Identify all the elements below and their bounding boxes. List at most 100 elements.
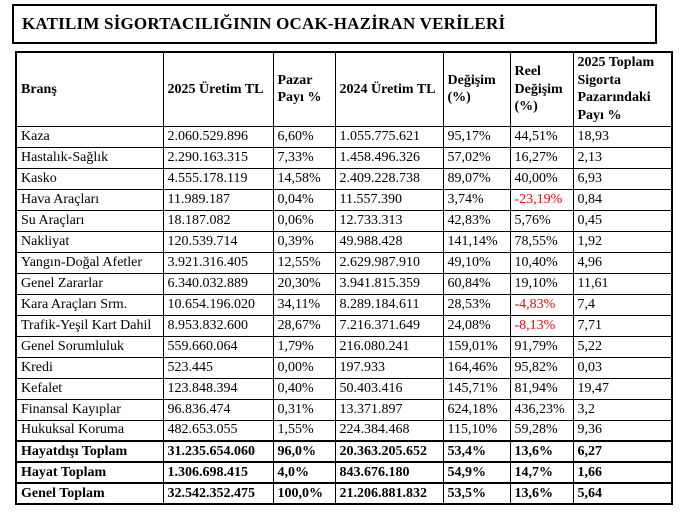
table-row: Hayat Toplam 1.306.698.415 4,0% 843.676.…: [15, 461, 673, 484]
cell-uretim-2024: 1.055.775.621: [334, 125, 444, 148]
cell-uretim-2024: 216.080.241: [334, 335, 444, 358]
cell-brans: Kefalet: [15, 377, 164, 400]
cell-degisim: 57,02%: [442, 146, 511, 169]
cell-brans: Kaza: [15, 125, 164, 148]
cell-toplam-pay: 6,93: [572, 167, 673, 190]
cell-uretim-2025: 482.653.055: [162, 419, 274, 442]
cell-pazar-payi: 1,79%: [272, 335, 336, 358]
cell-uretim-2025: 123.848.394: [162, 377, 274, 400]
table-header: Branş 2025 Üretim TL Pazar Payı % 2024 Ü…: [15, 51, 673, 127]
cell-reel-degisim: -8,13%: [509, 314, 574, 337]
cell-uretim-2024: 49.988.428: [334, 230, 444, 253]
cell-reel-degisim: 40,00%: [509, 167, 574, 190]
page-title: KATILIM SİGORTACILIĞININ OCAK-HAZİRAN VE…: [22, 14, 506, 33]
cell-reel-degisim: 59,28%: [509, 419, 574, 442]
cell-uretim-2025: 3.921.316.405: [162, 251, 274, 274]
cell-toplam-pay: 11,61: [572, 272, 673, 295]
cell-uretim-2025: 32.542.352.475: [162, 482, 274, 505]
cell-brans: Kasko: [15, 167, 164, 190]
cell-degisim: 42,83%: [442, 209, 511, 232]
cell-reel-degisim: 16,27%: [509, 146, 574, 169]
cell-uretim-2024: 50.403.416: [334, 377, 444, 400]
cell-pazar-payi: 0,00%: [272, 356, 336, 379]
header-uretim-2025: 2025 Üretim TL: [162, 51, 274, 127]
cell-reel-degisim: 13,6%: [509, 440, 574, 463]
cell-brans: Hava Araçları: [15, 188, 164, 211]
cell-uretim-2024: 3.941.815.359: [334, 272, 444, 295]
cell-uretim-2024: 1.458.496.326: [334, 146, 444, 169]
table-row: Hastalık-Sağlık 2.290.163.315 7,33% 1.45…: [15, 146, 673, 169]
cell-pazar-payi: 0,06%: [272, 209, 336, 232]
table-row: Yangın-Doğal Afetler 3.921.316.405 12,55…: [15, 251, 673, 274]
cell-toplam-pay: 1,66: [572, 461, 673, 484]
table-row: Kara Araçları Srm. 10.654.196.020 34,11%…: [15, 293, 673, 316]
cell-degisim: 54,9%: [442, 461, 511, 484]
cell-brans: Kredi: [15, 356, 164, 379]
cell-brans: Genel Sorumluluk: [15, 335, 164, 358]
cell-toplam-pay: 0,45: [572, 209, 673, 232]
cell-reel-degisim: -23,19%: [509, 188, 574, 211]
cell-uretim-2025: 6.340.032.889: [162, 272, 274, 295]
header-degisim: Değişim (%): [442, 51, 511, 127]
table-row: Kefalet 123.848.394 0,40% 50.403.416 145…: [15, 377, 673, 400]
cell-pazar-payi: 100,0%: [272, 482, 336, 505]
cell-reel-degisim: 19,10%: [509, 272, 574, 295]
cell-pazar-payi: 4,0%: [272, 461, 336, 484]
cell-brans: Finansal Kayıplar: [15, 398, 164, 421]
cell-degisim: 115,10%: [442, 419, 511, 442]
table-row: Finansal Kayıplar 96.836.474 0,31% 13.37…: [15, 398, 673, 421]
cell-brans: Nakliyat: [15, 230, 164, 253]
cell-pazar-payi: 7,33%: [272, 146, 336, 169]
cell-uretim-2024: 843.676.180: [334, 461, 444, 484]
cell-toplam-pay: 5,64: [572, 482, 673, 505]
title-box: KATILIM SİGORTACILIĞININ OCAK-HAZİRAN VE…: [12, 4, 657, 44]
header-row: Branş 2025 Üretim TL Pazar Payı % 2024 Ü…: [15, 51, 673, 127]
insurance-data-table: Branş 2025 Üretim TL Pazar Payı % 2024 Ü…: [15, 51, 673, 505]
table-row: Hava Araçları 11.989.187 0,04% 11.557.39…: [15, 188, 673, 211]
cell-reel-degisim: 5,76%: [509, 209, 574, 232]
cell-degisim: 28,53%: [442, 293, 511, 316]
cell-brans: Trafik-Yeşil Kart Dahil: [15, 314, 164, 337]
cell-uretim-2025: 1.306.698.415: [162, 461, 274, 484]
cell-uretim-2024: 12.733.313: [334, 209, 444, 232]
cell-uretim-2025: 120.539.714: [162, 230, 274, 253]
table-row: Genel Sorumluluk 559.660.064 1,79% 216.0…: [15, 335, 673, 358]
cell-pazar-payi: 0,04%: [272, 188, 336, 211]
cell-pazar-payi: 12,55%: [272, 251, 336, 274]
cell-reel-degisim: 13,6%: [509, 482, 574, 505]
cell-degisim: 141,14%: [442, 230, 511, 253]
table-body: Kaza 2.060.529.896 6,60% 1.055.775.621 9…: [15, 125, 673, 505]
cell-uretim-2025: 18.187.082: [162, 209, 274, 232]
cell-uretim-2024: 2.409.228.738: [334, 167, 444, 190]
cell-degisim: 53,4%: [442, 440, 511, 463]
table-row: Kasko 4.555.178.119 14,58% 2.409.228.738…: [15, 167, 673, 190]
cell-reel-degisim: 436,23%: [509, 398, 574, 421]
cell-degisim: 159,01%: [442, 335, 511, 358]
cell-toplam-pay: 1,92: [572, 230, 673, 253]
cell-degisim: 89,07%: [442, 167, 511, 190]
cell-uretim-2024: 20.363.205.652: [334, 440, 444, 463]
cell-toplam-pay: 9,36: [572, 419, 673, 442]
cell-pazar-payi: 0,39%: [272, 230, 336, 253]
cell-uretim-2025: 4.555.178.119: [162, 167, 274, 190]
cell-brans: Kara Araçları Srm.: [15, 293, 164, 316]
cell-reel-degisim: 44,51%: [509, 125, 574, 148]
cell-reel-degisim: 78,55%: [509, 230, 574, 253]
table-row: Hukuksal Koruma 482.653.055 1,55% 224.38…: [15, 419, 673, 442]
cell-brans: Genel Zararlar: [15, 272, 164, 295]
cell-degisim: 3,74%: [442, 188, 511, 211]
cell-degisim: 164,46%: [442, 356, 511, 379]
cell-brans: Su Araçları: [15, 209, 164, 232]
cell-pazar-payi: 96,0%: [272, 440, 336, 463]
cell-uretim-2025: 559.660.064: [162, 335, 274, 358]
table-row: Genel Toplam 32.542.352.475 100,0% 21.20…: [15, 482, 673, 505]
cell-uretim-2025: 31.235.654.060: [162, 440, 274, 463]
cell-reel-degisim: -4,83%: [509, 293, 574, 316]
cell-pazar-payi: 20,30%: [272, 272, 336, 295]
cell-pazar-payi: 34,11%: [272, 293, 336, 316]
table-row: Kredi 523.445 0,00% 197.933 164,46% 95,8…: [15, 356, 673, 379]
cell-uretim-2024: 8.289.184.611: [334, 293, 444, 316]
cell-degisim: 49,10%: [442, 251, 511, 274]
cell-toplam-pay: 3,2: [572, 398, 673, 421]
cell-uretim-2024: 21.206.881.832: [334, 482, 444, 505]
